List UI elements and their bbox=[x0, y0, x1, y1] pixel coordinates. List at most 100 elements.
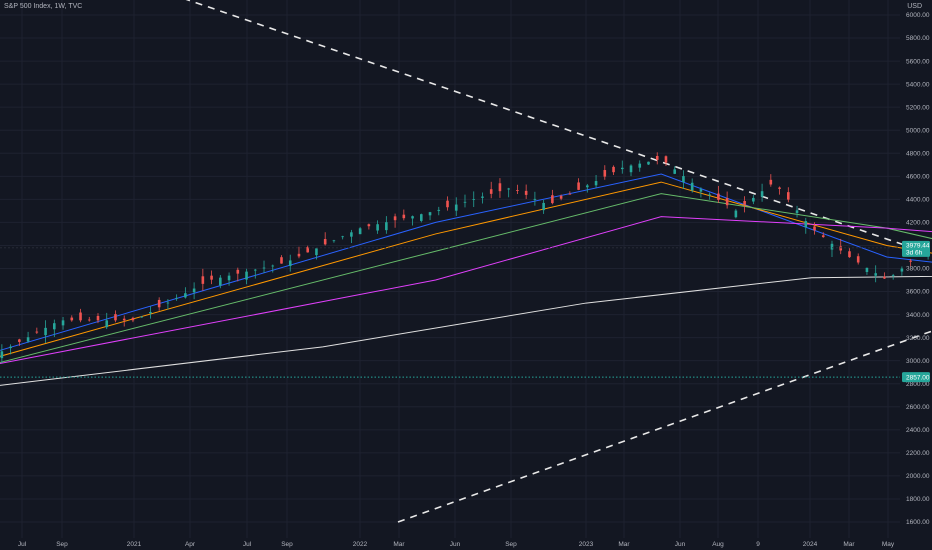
candle-body bbox=[813, 226, 816, 231]
candle-body bbox=[638, 163, 642, 168]
moving-average-line bbox=[0, 193, 932, 363]
price-tick-label: 2600.00 bbox=[906, 404, 930, 411]
time-tick-label: Mar bbox=[618, 541, 630, 548]
candle-body bbox=[288, 260, 292, 267]
price-tick-label: 5000.00 bbox=[906, 127, 930, 134]
candle-body bbox=[743, 200, 746, 205]
time-tick-label: 2022 bbox=[353, 541, 368, 548]
support-price-tag bbox=[902, 372, 930, 383]
candle-body bbox=[297, 253, 301, 257]
time-axis[interactable]: Jul Sep 2021 Apr Jul Sep 2022 Mar Jun Sep 2023 Mar J… bbox=[18, 541, 895, 548]
price-tick-label: 4800.00 bbox=[906, 150, 930, 157]
candle-body bbox=[629, 165, 633, 173]
candle-body bbox=[551, 195, 554, 204]
candle-body bbox=[725, 198, 729, 206]
candle-body bbox=[385, 222, 388, 231]
candle-body bbox=[149, 311, 152, 314]
candle-body bbox=[9, 346, 12, 349]
candle-body bbox=[682, 176, 685, 183]
candle-body bbox=[184, 293, 187, 298]
candle-body bbox=[778, 187, 781, 189]
candle-body bbox=[909, 260, 912, 262]
candle-body bbox=[350, 232, 353, 237]
price-tick-label: 4600.00 bbox=[906, 174, 930, 181]
trendlines bbox=[185, 0, 932, 523]
time-tick-label: Mar bbox=[393, 541, 405, 548]
candle-body bbox=[332, 240, 336, 242]
candle-body bbox=[559, 195, 563, 199]
price-tick-label: 3200.00 bbox=[906, 335, 930, 342]
candle-body bbox=[664, 156, 668, 163]
candles bbox=[0, 152, 930, 363]
price-tick-label: 3800.00 bbox=[906, 266, 930, 273]
candle-body bbox=[280, 257, 283, 264]
candle-body bbox=[603, 170, 607, 177]
candle-body bbox=[708, 194, 711, 196]
candle-body bbox=[157, 299, 161, 308]
candle-body bbox=[428, 212, 432, 216]
price-tick-label: 2800.00 bbox=[906, 381, 930, 388]
candle-body bbox=[795, 210, 799, 213]
time-tick-label: Sep bbox=[505, 541, 517, 548]
candle-body bbox=[891, 275, 895, 276]
time-tick-label: Jun bbox=[450, 541, 461, 548]
candle-body bbox=[393, 216, 397, 221]
candle-body bbox=[463, 201, 467, 203]
candle-body bbox=[856, 256, 860, 263]
candle-body bbox=[140, 316, 143, 318]
candle-body bbox=[175, 297, 178, 299]
support-price-value: 2857.00 bbox=[906, 374, 930, 381]
moving-averages bbox=[0, 173, 932, 386]
candle-body bbox=[122, 318, 126, 321]
price-axis[interactable]: 6000.00 5800.00 5600.00 5400.00 5200.00 5000.… bbox=[902, 12, 930, 526]
candle-body bbox=[236, 269, 240, 274]
candle-body bbox=[568, 193, 572, 195]
candle-body bbox=[786, 192, 790, 200]
candle-body bbox=[341, 236, 344, 238]
candle-body bbox=[253, 269, 257, 271]
price-tick-label: 4400.00 bbox=[906, 197, 930, 204]
price-tick-label: 3600.00 bbox=[906, 289, 930, 296]
price-tick-label: 5600.00 bbox=[906, 58, 930, 65]
bar-countdown: 3d 6h bbox=[906, 249, 923, 256]
candle-body bbox=[883, 276, 886, 279]
candle-body bbox=[655, 155, 659, 160]
candle-body bbox=[865, 267, 869, 272]
candle-body bbox=[44, 327, 47, 336]
candle-body bbox=[821, 235, 825, 238]
moving-average-line bbox=[0, 216, 932, 364]
candle-body bbox=[830, 243, 834, 250]
candle-body bbox=[594, 181, 598, 186]
candle-body bbox=[472, 199, 476, 201]
candle-body bbox=[26, 337, 30, 342]
time-tick-label: Mar bbox=[843, 541, 855, 548]
price-tick-label: 3400.00 bbox=[906, 312, 930, 319]
candle-body bbox=[647, 161, 650, 165]
time-tick-label: 2021 bbox=[127, 541, 142, 548]
candle-body bbox=[533, 198, 537, 200]
time-tick-label: Sep bbox=[281, 541, 293, 548]
price-tick-label: 5800.00 bbox=[906, 35, 930, 42]
candle-body bbox=[620, 167, 624, 170]
candle-body bbox=[848, 251, 851, 258]
candle-body bbox=[769, 179, 773, 185]
candle-body bbox=[498, 183, 502, 192]
candle-body bbox=[114, 314, 117, 321]
candle-body bbox=[577, 182, 580, 190]
time-tick-label: Apr bbox=[185, 541, 196, 548]
price-tick-label: 4200.00 bbox=[906, 220, 930, 227]
time-tick-label: Aug bbox=[712, 541, 724, 548]
candle-body bbox=[717, 193, 720, 200]
candle-body bbox=[542, 202, 545, 211]
candle-body bbox=[804, 221, 808, 228]
candle-body bbox=[79, 312, 82, 321]
candle-body bbox=[245, 271, 248, 280]
price-tick-label: 1800.00 bbox=[906, 496, 930, 503]
time-tick-label: 2023 bbox=[579, 541, 594, 548]
candle-body bbox=[105, 320, 109, 328]
candle-body bbox=[87, 319, 91, 321]
last-price-tag bbox=[902, 240, 930, 257]
candle-body bbox=[306, 247, 310, 253]
candle-body bbox=[53, 323, 56, 330]
